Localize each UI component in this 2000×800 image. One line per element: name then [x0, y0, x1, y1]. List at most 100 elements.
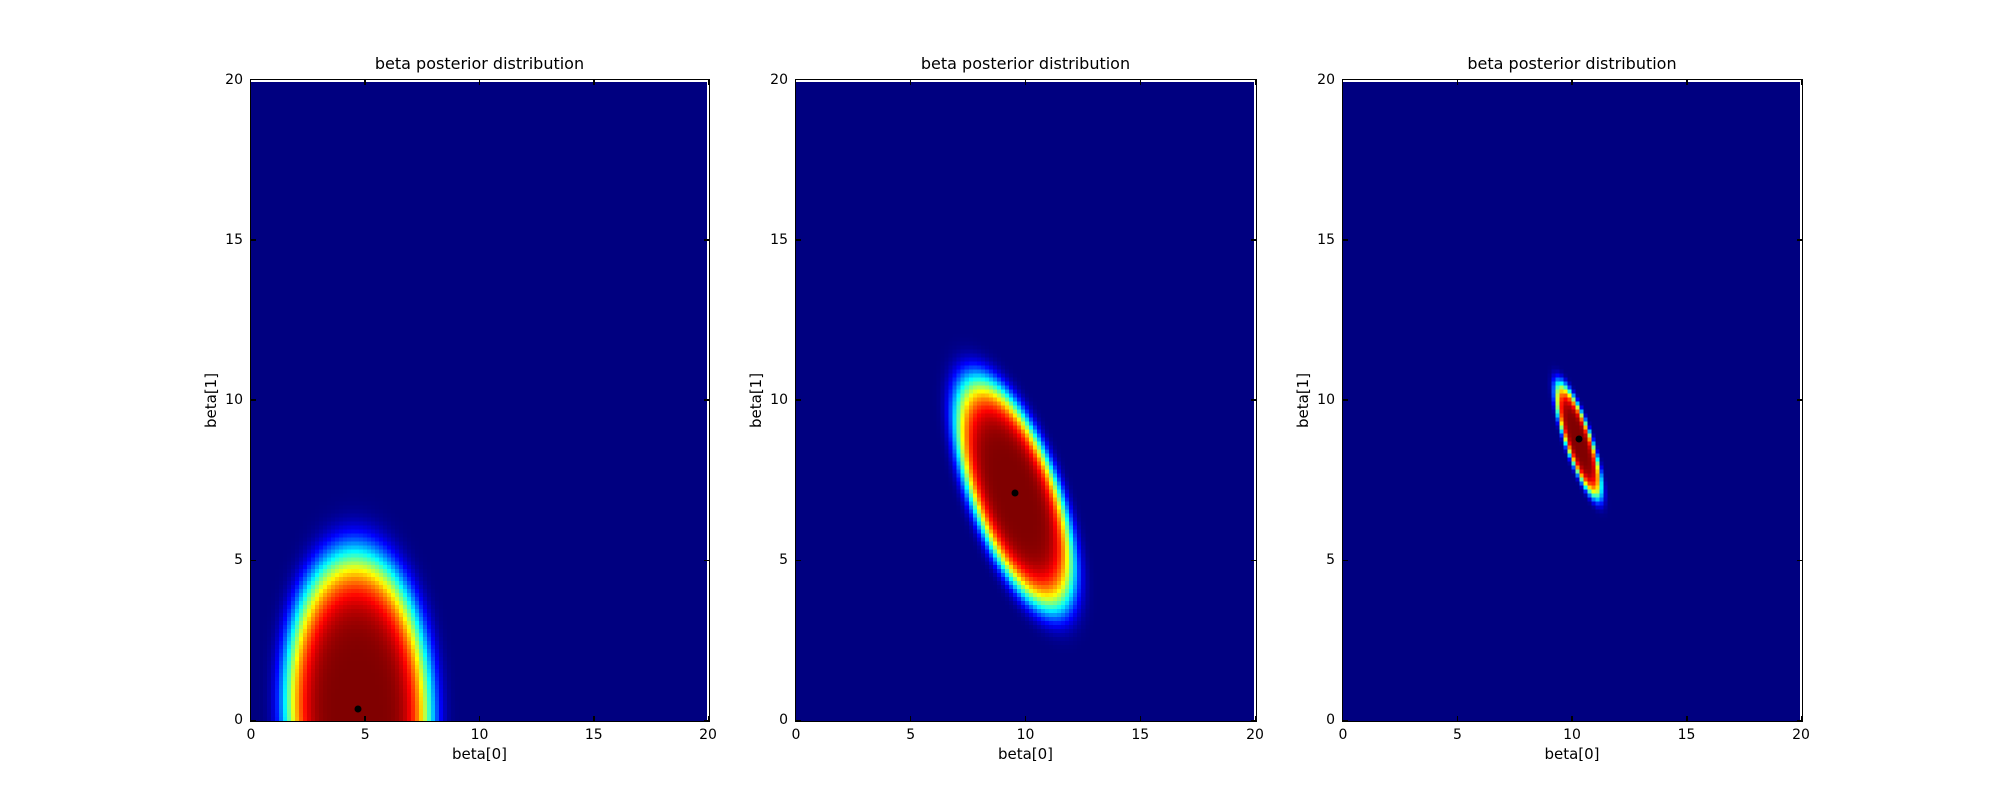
heatmap-canvas [250, 81, 707, 721]
tick-mark [1686, 79, 1688, 85]
x-tick-labels: 0 5 10 15 20 [792, 727, 1264, 745]
tick-mark [249, 715, 252, 721]
tick-mark [1456, 715, 1458, 721]
y-tick-label: 0 [779, 712, 788, 728]
tick-mark [364, 715, 366, 721]
tick-mark [795, 719, 801, 722]
y-tick-label: 15 [1317, 232, 1335, 248]
heatmap-canvas [795, 81, 1254, 721]
mean-marker [1011, 489, 1019, 497]
x-tick-label: 20 [1246, 727, 1264, 743]
heatmap-canvas [1342, 81, 1800, 721]
tick-mark [593, 715, 595, 721]
x-tick-label: 10 [1016, 727, 1035, 743]
tick-mark [250, 399, 256, 401]
subplot-1: beta posterior distribution beta[0] beta… [202, 55, 717, 763]
x-tick-label: 5 [1453, 727, 1462, 743]
y-tick-label: 10 [770, 392, 788, 408]
y-tick-label: 5 [779, 552, 788, 568]
tick-mark [1341, 79, 1344, 85]
y-tick-label: 0 [234, 712, 243, 728]
tick-mark [1571, 79, 1573, 85]
tick-mark [1800, 715, 1803, 721]
y-tick-label: 20 [225, 72, 243, 88]
tick-mark [1254, 79, 1257, 85]
x-tick-labels: 0 5 10 15 20 [1339, 727, 1810, 745]
tick-mark [795, 399, 801, 401]
tick-mark [1571, 715, 1573, 721]
tick-mark [1342, 78, 1348, 81]
mean-marker [1575, 435, 1583, 443]
tick-mark [250, 78, 256, 81]
tick-mark [1342, 559, 1348, 561]
tick-mark [795, 78, 801, 81]
x-axis-label: beta[0] [451, 745, 508, 763]
x-tick-label: 20 [1792, 727, 1810, 743]
x-tick-label: 10 [470, 727, 489, 743]
y-tick-label: 10 [1317, 392, 1335, 408]
plot-area [794, 78, 1257, 722]
tick-mark [478, 79, 481, 85]
tick-mark [1139, 79, 1142, 85]
x-tick-label: 15 [584, 727, 603, 743]
tick-mark [1250, 559, 1256, 561]
x-axis-label: beta[0] [997, 745, 1054, 763]
tick-mark [795, 239, 801, 241]
tick-mark [249, 79, 252, 85]
tick-mark [703, 78, 709, 81]
tick-mark [1254, 715, 1257, 721]
y-tick-labels: 0 5 10 15 20 [1305, 72, 1335, 728]
tick-mark [703, 239, 709, 241]
x-tick-label: 15 [1131, 727, 1150, 743]
mean-marker [354, 705, 362, 713]
y-tick-labels: 0 5 10 15 20 [213, 72, 243, 728]
x-tick-labels: 0 5 10 15 20 [247, 727, 717, 745]
y-tick-label: 15 [770, 232, 788, 248]
tick-mark [794, 715, 797, 721]
tick-mark [1796, 78, 1802, 81]
plot-area [249, 78, 710, 722]
tick-mark [250, 559, 256, 561]
tick-mark [593, 79, 595, 85]
y-tick-label: 10 [225, 392, 243, 408]
tick-mark [1796, 559, 1802, 561]
plot-title: beta posterior distribution [920, 54, 1131, 73]
tick-mark [794, 79, 797, 85]
tick-mark [1796, 399, 1802, 401]
y-tick-labels: 0 5 10 15 20 [758, 72, 788, 728]
tick-mark [707, 715, 710, 721]
x-tick-label: 0 [1338, 727, 1348, 743]
x-tick-label: 10 [1563, 727, 1581, 743]
subplot-3: beta posterior distribution beta[0] beta… [1294, 55, 1810, 763]
tick-mark [1250, 78, 1256, 81]
tick-mark [1024, 79, 1027, 85]
tick-mark [1250, 399, 1256, 401]
tick-mark [703, 399, 709, 401]
tick-mark [250, 239, 256, 241]
tick-mark [703, 559, 709, 561]
x-tick-label: 0 [246, 727, 256, 743]
tick-mark [1796, 239, 1802, 241]
tick-mark [364, 79, 366, 85]
tick-mark [1139, 715, 1142, 721]
tick-mark [909, 715, 912, 721]
x-axis-label: beta[0] [1544, 745, 1600, 763]
x-tick-label: 0 [791, 727, 801, 743]
subplot-2: beta posterior distribution beta[0] beta… [747, 55, 1264, 763]
tick-mark [795, 559, 801, 561]
tick-mark [1250, 239, 1256, 241]
plot-title: beta posterior distribution [1467, 54, 1677, 73]
y-tick-label: 5 [1326, 552, 1335, 568]
tick-mark [909, 79, 912, 85]
tick-mark [707, 79, 710, 85]
tick-mark [1796, 719, 1802, 722]
tick-mark [478, 715, 481, 721]
tick-mark [1342, 239, 1348, 241]
tick-mark [1250, 719, 1256, 722]
plot-title: beta posterior distribution [374, 54, 585, 73]
y-tick-label: 0 [1326, 712, 1335, 728]
tick-mark [703, 719, 709, 722]
tick-mark [1342, 719, 1348, 722]
tick-mark [1686, 715, 1688, 721]
